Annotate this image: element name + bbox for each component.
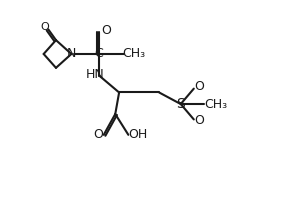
- Text: O: O: [93, 128, 103, 141]
- Text: HN: HN: [86, 68, 105, 81]
- Text: N: N: [67, 47, 76, 61]
- Text: S: S: [176, 97, 185, 111]
- Text: O: O: [194, 115, 204, 128]
- Text: O: O: [194, 80, 204, 93]
- Text: O: O: [40, 22, 49, 32]
- Text: OH: OH: [128, 128, 147, 141]
- Text: CH₃: CH₃: [204, 97, 228, 111]
- Text: CH₃: CH₃: [122, 47, 145, 61]
- Text: O: O: [101, 24, 111, 37]
- Text: C: C: [95, 47, 103, 61]
